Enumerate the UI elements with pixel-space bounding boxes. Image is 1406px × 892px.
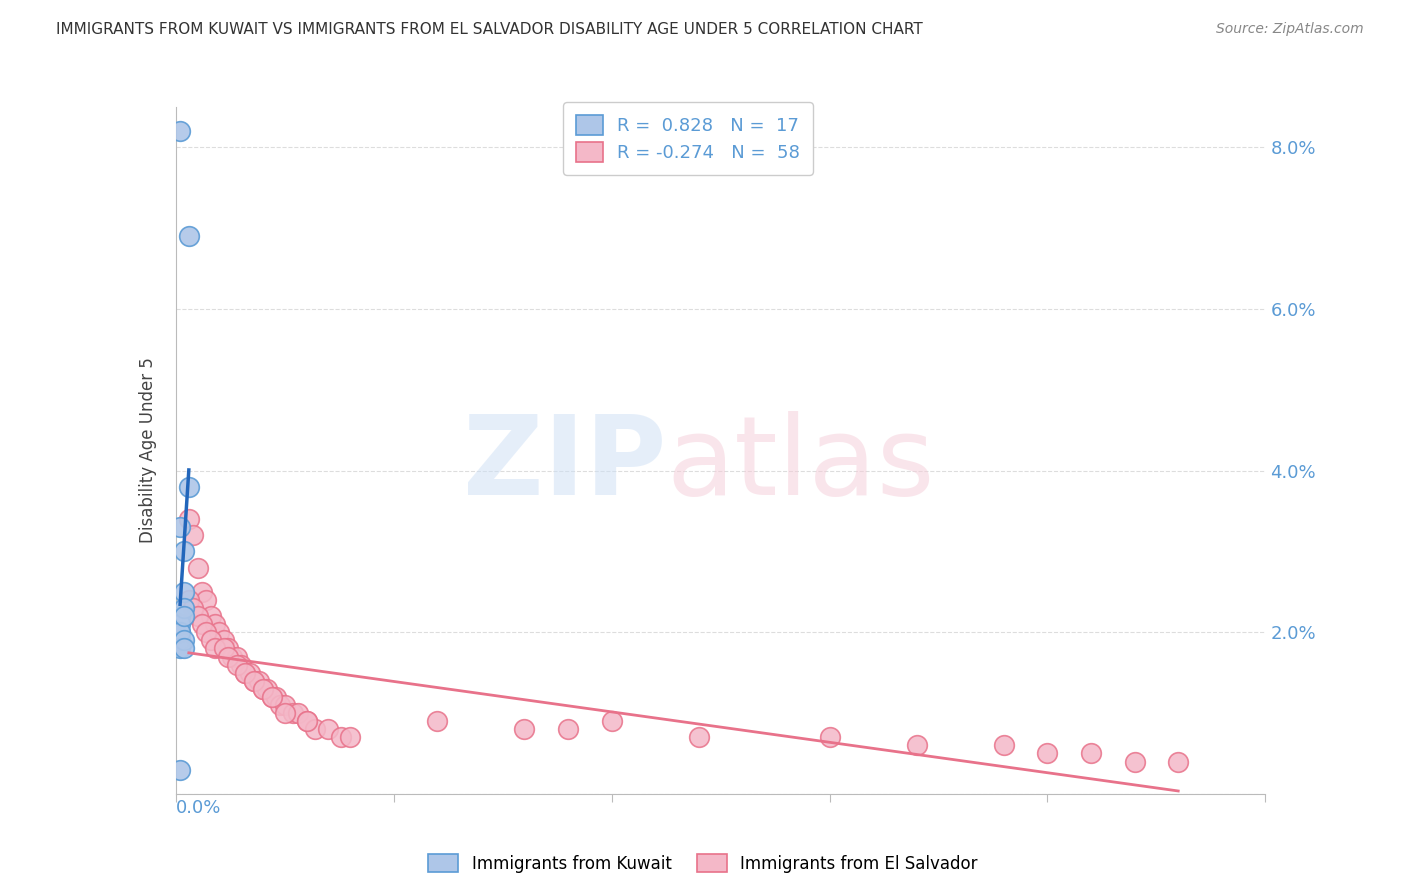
- Point: [304, 723, 326, 737]
- Point: [243, 673, 266, 688]
- Point: [243, 673, 266, 688]
- Point: [225, 649, 247, 664]
- Point: [330, 731, 353, 745]
- Point: [688, 731, 710, 745]
- Text: atlas: atlas: [666, 410, 935, 517]
- Point: [1167, 755, 1189, 769]
- Point: [173, 601, 195, 615]
- Point: [173, 633, 195, 648]
- Point: [225, 657, 247, 672]
- Text: 0.0%: 0.0%: [176, 798, 221, 817]
- Point: [169, 609, 191, 624]
- Point: [173, 641, 195, 656]
- Point: [169, 520, 191, 534]
- Point: [177, 512, 200, 526]
- Point: [177, 229, 200, 244]
- Point: [173, 609, 195, 624]
- Point: [169, 625, 191, 640]
- Legend: R =  0.828   N =  17, R = -0.274   N =  58: R = 0.828 N = 17, R = -0.274 N = 58: [562, 103, 813, 175]
- Point: [221, 649, 243, 664]
- Point: [200, 609, 222, 624]
- Point: [181, 601, 204, 615]
- Point: [208, 625, 231, 640]
- Point: [177, 480, 200, 494]
- Point: [217, 649, 239, 664]
- Point: [195, 625, 218, 640]
- Point: [993, 739, 1015, 753]
- Point: [177, 593, 200, 607]
- Point: [173, 544, 195, 558]
- Point: [252, 681, 274, 696]
- Point: [252, 681, 274, 696]
- Point: [318, 723, 340, 737]
- Point: [1123, 755, 1146, 769]
- Point: [217, 641, 239, 656]
- Point: [235, 665, 257, 680]
- Point: [239, 665, 262, 680]
- Point: [169, 124, 191, 138]
- Point: [260, 690, 283, 704]
- Point: [295, 714, 318, 728]
- Point: [181, 528, 204, 542]
- Point: [269, 698, 291, 712]
- Point: [600, 714, 623, 728]
- Point: [186, 609, 209, 624]
- Point: [204, 641, 226, 656]
- Point: [212, 633, 235, 648]
- Point: [191, 585, 214, 599]
- Point: [169, 641, 191, 656]
- Text: Source: ZipAtlas.com: Source: ZipAtlas.com: [1216, 22, 1364, 37]
- Point: [260, 690, 283, 704]
- Point: [905, 739, 928, 753]
- Point: [283, 706, 305, 720]
- Point: [513, 723, 536, 737]
- Point: [173, 585, 195, 599]
- Point: [264, 690, 287, 704]
- Point: [295, 714, 318, 728]
- Point: [1080, 747, 1102, 761]
- Point: [287, 706, 309, 720]
- Point: [426, 714, 449, 728]
- Point: [274, 698, 297, 712]
- Text: ZIP: ZIP: [463, 410, 666, 517]
- Point: [186, 560, 209, 574]
- Point: [191, 617, 214, 632]
- Point: [339, 731, 361, 745]
- Point: [169, 617, 191, 632]
- Point: [235, 665, 257, 680]
- Point: [200, 633, 222, 648]
- Y-axis label: Disability Age Under 5: Disability Age Under 5: [139, 358, 157, 543]
- Point: [247, 673, 270, 688]
- Point: [231, 657, 253, 672]
- Point: [256, 681, 278, 696]
- Point: [169, 763, 191, 777]
- Point: [204, 617, 226, 632]
- Point: [212, 641, 235, 656]
- Point: [274, 706, 297, 720]
- Point: [169, 633, 191, 648]
- Text: IMMIGRANTS FROM KUWAIT VS IMMIGRANTS FROM EL SALVADOR DISABILITY AGE UNDER 5 COR: IMMIGRANTS FROM KUWAIT VS IMMIGRANTS FRO…: [56, 22, 922, 37]
- Point: [195, 593, 218, 607]
- Point: [557, 723, 579, 737]
- Point: [1036, 747, 1059, 761]
- Legend: Immigrants from Kuwait, Immigrants from El Salvador: Immigrants from Kuwait, Immigrants from …: [422, 847, 984, 880]
- Point: [818, 731, 841, 745]
- Point: [169, 625, 191, 640]
